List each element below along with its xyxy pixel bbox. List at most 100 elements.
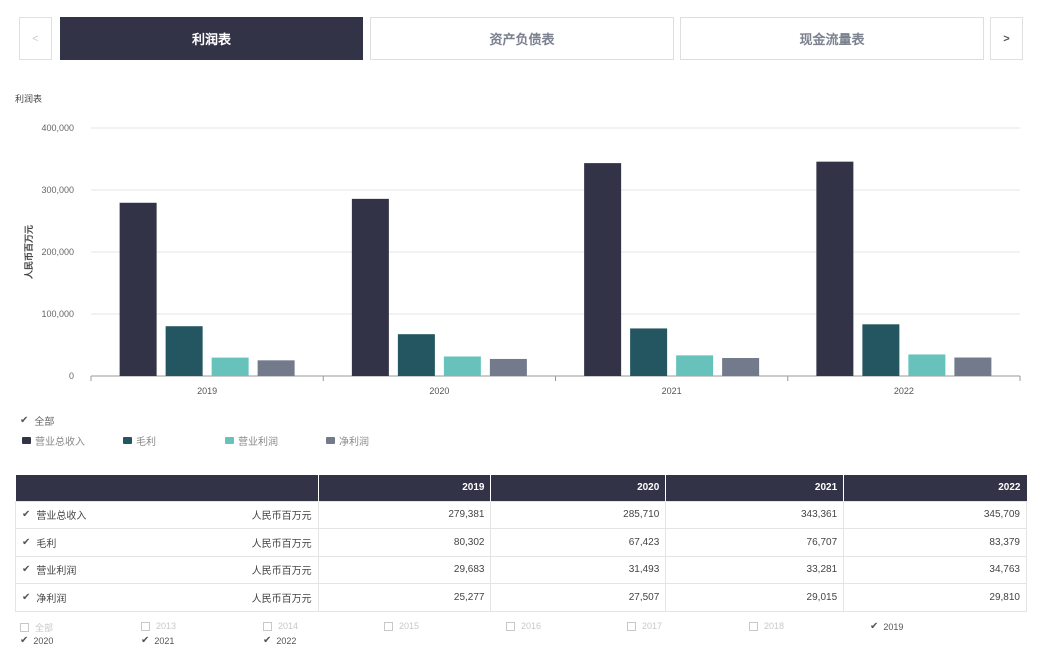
table-row: ✔ 营业总收入 人民币百万元 279,381 285,710 343,361 34… [15, 500, 1027, 529]
bar [351, 198, 389, 376]
row-name: 毛利 [36, 538, 57, 550]
x-tick-label: 2019 [197, 386, 217, 396]
bar [584, 163, 622, 376]
legend-item-net-profit[interactable]: 净利润 [326, 433, 369, 448]
checkbox-icon [749, 621, 758, 631]
check-icon: ✔ [20, 635, 29, 646]
y-tick-label: 0 [69, 371, 74, 381]
year-option-2015[interactable]: 2015 [384, 621, 419, 631]
x-tick-label: 2020 [429, 386, 449, 396]
legend-swatch [225, 437, 234, 444]
legend-item-label: 营业总收入 [35, 437, 85, 448]
chart-title: 利润表 [15, 94, 43, 104]
year-option-2020[interactable]: ✔ 2020 [20, 635, 53, 646]
tab-cash-flow[interactable]: 现金流量表 [680, 17, 984, 60]
year-label: 2013 [156, 621, 177, 631]
legend-item-gross-profit[interactable]: 毛利 [123, 433, 156, 448]
table-cell: 31,493 [490, 555, 667, 584]
year-option-2017[interactable]: 2017 [627, 621, 662, 631]
tab-next-button[interactable]: > [990, 17, 1023, 60]
check-icon: ✔ [20, 415, 29, 426]
table-cell: 343,361 [665, 500, 845, 529]
table-row: ✔ 毛利 人民币百万元 80,302 67,423 76,707 83,379 [15, 528, 1027, 557]
year-option-2014[interactable]: 2014 [263, 621, 298, 631]
legend-swatch [22, 437, 31, 444]
legend-all-toggle[interactable]: ✔ 全部 [20, 413, 54, 428]
year-option-2021[interactable]: ✔ 2021 [141, 635, 174, 646]
bar [676, 355, 714, 376]
checkbox-icon [384, 621, 393, 631]
row-unit: 人民币百万元 [251, 538, 312, 550]
bar [211, 357, 249, 376]
legend-item-label: 毛利 [136, 437, 156, 448]
legend-item-revenue[interactable]: 营业总收入 [22, 433, 85, 448]
table-cell: 25,277 [317, 583, 492, 612]
check-icon: ✔ [870, 621, 879, 632]
bar [862, 324, 900, 376]
year-option-2019[interactable]: ✔ 2019 [870, 621, 903, 632]
row-label-cell[interactable]: ✔ 营业总收入 人民币百万元 [15, 500, 319, 529]
check-icon: ✔ [141, 635, 150, 646]
checkbox-icon [20, 623, 29, 632]
bar [257, 360, 295, 376]
check-icon: ✔ [22, 564, 31, 576]
legend-all-label: 全部 [34, 417, 55, 428]
bar [908, 354, 946, 376]
check-icon: ✔ [22, 536, 31, 548]
legend-item-label: 净利润 [339, 437, 369, 448]
year-option-2013[interactable]: 2013 [141, 621, 176, 631]
year-label: 2022 [276, 635, 297, 646]
legend-item-operating-profit[interactable]: 营业利润 [225, 433, 278, 448]
row-label-cell[interactable]: ✔ 营业利润 人民币百万元 [15, 555, 319, 584]
row-name: 营业总收入 [36, 511, 87, 523]
table-header-row: 2019 2020 2021 2022 [15, 475, 1027, 501]
year-option-2016[interactable]: 2016 [506, 621, 541, 631]
statement-tabs: < 利润表 资产负债表 现金流量表 > [19, 17, 1023, 60]
bar [489, 358, 527, 376]
check-icon: ✔ [22, 591, 31, 603]
table-header-cell: 2020 [490, 475, 667, 501]
table-cell: 76,707 [665, 528, 845, 557]
year-option-2018[interactable]: 2018 [749, 621, 784, 631]
year-option-all[interactable]: 全部 [20, 621, 53, 634]
year-label: 2016 [521, 621, 542, 631]
row-label-cell[interactable]: ✔ 毛利 人民币百万元 [15, 528, 319, 557]
table-cell: 83,379 [843, 528, 1027, 557]
table-row: ✔ 净利润 人民币百万元 25,277 27,507 29,015 29,810 [15, 583, 1027, 612]
x-tick-label: 2021 [662, 386, 682, 396]
chart-legend: 营业总收入 毛利 营业利润 净利润 [22, 433, 522, 448]
y-tick-label: 200,000 [41, 247, 74, 257]
bar [119, 202, 157, 376]
row-label-cell[interactable]: ✔ 净利润 人民币百万元 [15, 583, 319, 612]
y-tick-label: 300,000 [41, 185, 74, 195]
year-label: 2018 [764, 621, 785, 631]
year-label: 2019 [883, 621, 904, 632]
bar [722, 358, 760, 376]
table-cell: 285,710 [490, 500, 667, 529]
check-icon: ✔ [263, 635, 272, 646]
row-unit: 人民币百万元 [251, 593, 312, 605]
legend-item-label: 营业利润 [238, 437, 278, 448]
x-tick-label: 2022 [894, 386, 914, 396]
table-header-cell: 2019 [318, 475, 492, 501]
tab-balance-sheet[interactable]: 资产负债表 [370, 17, 674, 60]
year-label: 2020 [33, 635, 54, 646]
y-tick-label: 100,000 [41, 309, 74, 319]
tab-prev-button[interactable]: < [19, 17, 52, 60]
bar [954, 357, 992, 376]
table-cell: 80,302 [317, 528, 492, 557]
tab-income-statement[interactable]: 利润表 [60, 17, 363, 60]
income-bar-chart: 0 100,000 200,000 300,000 400,000 人民币百万元 2019 2… [23, 123, 1021, 396]
table-header-cell [15, 475, 319, 501]
table-header-cell: 2022 [843, 475, 1027, 501]
table-cell: 33,281 [665, 555, 845, 584]
table-cell: 29,683 [317, 555, 492, 584]
table-cell: 29,810 [843, 583, 1027, 612]
checkbox-icon [506, 621, 515, 631]
year-option-2022[interactable]: ✔ 2022 [263, 635, 296, 646]
income-table: 2019 2020 2021 2022 ✔ 营业总收入 人民币百万元 279,38… [15, 475, 1027, 612]
legend-swatch [123, 437, 132, 444]
table-row: ✔ 营业利润 人民币百万元 29,683 31,493 33,281 34,763 [15, 555, 1027, 584]
table-cell: 34,763 [843, 555, 1027, 584]
y-tick-label: 400,000 [41, 123, 74, 133]
